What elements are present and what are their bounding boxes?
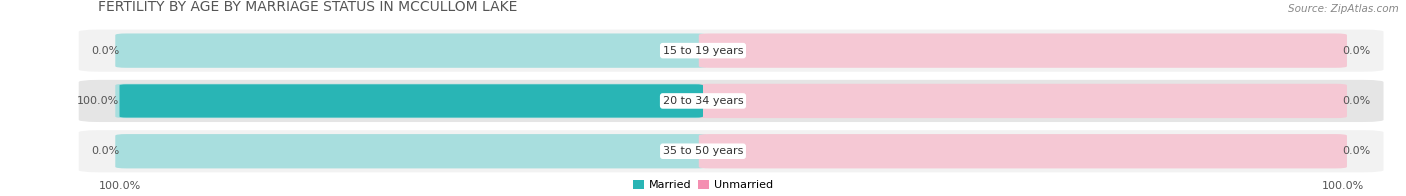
Text: 0.0%: 0.0% <box>91 146 120 156</box>
FancyBboxPatch shape <box>77 78 1385 123</box>
Text: 0.0%: 0.0% <box>91 46 120 56</box>
FancyBboxPatch shape <box>115 34 707 68</box>
Text: 35 to 50 years: 35 to 50 years <box>662 146 744 156</box>
Text: 0.0%: 0.0% <box>1343 46 1371 56</box>
Text: 0.0%: 0.0% <box>1343 96 1371 106</box>
FancyBboxPatch shape <box>699 134 1347 168</box>
Legend: Married, Unmarried: Married, Unmarried <box>633 180 773 191</box>
Text: FERTILITY BY AGE BY MARRIAGE STATUS IN MCCULLOM LAKE: FERTILITY BY AGE BY MARRIAGE STATUS IN M… <box>98 0 517 14</box>
Text: 0.0%: 0.0% <box>1343 146 1371 156</box>
FancyBboxPatch shape <box>77 129 1385 174</box>
FancyBboxPatch shape <box>115 134 707 168</box>
Text: 100.0%: 100.0% <box>77 96 120 106</box>
Text: 100.0%: 100.0% <box>98 181 141 191</box>
FancyBboxPatch shape <box>699 84 1347 118</box>
Text: 100.0%: 100.0% <box>1322 181 1364 191</box>
FancyBboxPatch shape <box>120 84 703 118</box>
FancyBboxPatch shape <box>77 28 1385 73</box>
FancyBboxPatch shape <box>699 34 1347 68</box>
Text: 20 to 34 years: 20 to 34 years <box>662 96 744 106</box>
Text: 15 to 19 years: 15 to 19 years <box>662 46 744 56</box>
Text: Source: ZipAtlas.com: Source: ZipAtlas.com <box>1288 4 1399 14</box>
FancyBboxPatch shape <box>115 84 707 118</box>
